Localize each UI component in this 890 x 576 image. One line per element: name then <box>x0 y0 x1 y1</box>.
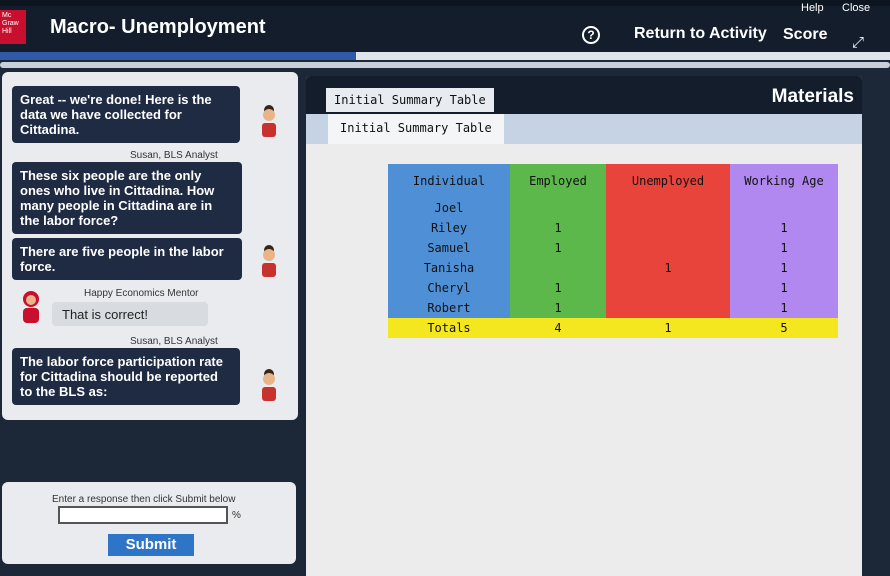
help-icon[interactable]: ? <box>582 26 600 44</box>
chat-message: That is correct! <box>52 302 208 326</box>
score-link[interactable]: Score <box>783 26 828 43</box>
cell-employed: 1 <box>510 278 606 298</box>
summary-table: Individual Employed Unemployed Working A… <box>388 164 838 338</box>
cell-unemployed: 1 <box>606 258 730 278</box>
chat-message: These six people are the only ones who l… <box>12 162 242 234</box>
cell-working-age: 1 <box>730 298 838 318</box>
cell-totals-unemployed: 1 <box>606 318 730 338</box>
help-link[interactable]: Help <box>801 2 824 14</box>
column-header-unemployed: Unemployed <box>606 164 730 198</box>
return-to-activity-link[interactable]: Return to Activity <box>634 25 767 42</box>
table-row: Riley 1 1 <box>388 218 838 238</box>
progress-bar <box>0 52 890 60</box>
percent-unit: % <box>232 510 241 521</box>
cell-employed: 1 <box>510 218 606 238</box>
chat-speaker: Susan, BLS Analyst <box>130 336 218 347</box>
materials-panel: Initial Summary Table Materials Initial … <box>306 76 862 576</box>
cell-employed <box>510 198 606 218</box>
close-link[interactable]: Close <box>842 2 871 14</box>
response-input[interactable] <box>58 506 228 524</box>
cell-unemployed <box>606 238 730 258</box>
table-row: Samuel 1 1 <box>388 238 838 258</box>
cell-individual: Samuel <box>388 238 510 258</box>
cell-unemployed <box>606 218 730 238</box>
table-row: Joel <box>388 198 838 218</box>
table-header-row: Individual Employed Unemployed Working A… <box>388 164 838 198</box>
materials-title: Materials <box>771 86 854 107</box>
cell-unemployed <box>606 278 730 298</box>
response-panel: Enter a response then click Submit below… <box>2 482 296 564</box>
cell-working-age: 1 <box>730 278 838 298</box>
cell-unemployed <box>606 198 730 218</box>
cell-totals-employed: 4 <box>510 318 606 338</box>
cell-totals-label: Totals <box>388 318 510 338</box>
analyst-avatar-icon <box>262 105 276 137</box>
analyst-avatar-icon <box>262 369 276 401</box>
cell-employed <box>510 258 606 278</box>
chat-message: Great -- we're done! Here is the data we… <box>12 86 240 143</box>
cell-individual: Robert <box>388 298 510 318</box>
progress-fill <box>0 52 356 60</box>
response-prompt: Enter a response then click Submit below <box>52 494 236 505</box>
table-row: Robert 1 1 <box>388 298 838 318</box>
progress-track <box>0 62 890 68</box>
subtab-initial-summary-table[interactable]: Initial Summary Table <box>328 114 504 144</box>
cell-working-age: 1 <box>730 258 838 278</box>
chat-speaker: Susan, BLS Analyst <box>130 150 218 161</box>
materials-header: Initial Summary Table Materials <box>306 76 862 114</box>
column-header-working-age: Working Age <box>730 164 838 198</box>
chat-message: The labor force participation rate for C… <box>12 348 240 405</box>
chat-speaker: Happy Economics Mentor <box>84 288 199 299</box>
totals-row: Totals 4 1 5 <box>388 318 838 338</box>
cell-individual: Joel <box>388 198 510 218</box>
app-header: Mc Graw Hill Macro- Unemployment ? Retur… <box>0 6 890 52</box>
page-title: Macro- Unemployment <box>50 16 266 38</box>
table-row: Cheryl 1 1 <box>388 278 838 298</box>
cell-working-age: 1 <box>730 218 838 238</box>
cell-employed: 1 <box>510 238 606 258</box>
top-strip <box>0 0 890 6</box>
cell-individual: Cheryl <box>388 278 510 298</box>
expand-icon[interactable]: ⤢ <box>852 34 865 51</box>
cell-working-age <box>730 198 838 218</box>
analyst-avatar-icon <box>262 245 276 277</box>
chat-panel: Great -- we're done! Here is the data we… <box>2 72 298 420</box>
table-row: Tanisha 1 1 <box>388 258 838 278</box>
mentor-avatar-icon <box>23 291 39 323</box>
cell-unemployed <box>606 298 730 318</box>
publisher-logo: Mc Graw Hill <box>0 10 26 44</box>
cell-individual: Tanisha <box>388 258 510 278</box>
cell-individual: Riley <box>388 218 510 238</box>
column-header-individual: Individual <box>388 164 510 198</box>
tab-initial-summary-table[interactable]: Initial Summary Table <box>326 88 494 112</box>
chat-message: There are five people in the labor force… <box>12 238 242 280</box>
column-header-employed: Employed <box>510 164 606 198</box>
cell-totals-working-age: 5 <box>730 318 838 338</box>
cell-working-age: 1 <box>730 238 838 258</box>
cell-employed: 1 <box>510 298 606 318</box>
submit-button[interactable]: Submit <box>108 534 194 556</box>
